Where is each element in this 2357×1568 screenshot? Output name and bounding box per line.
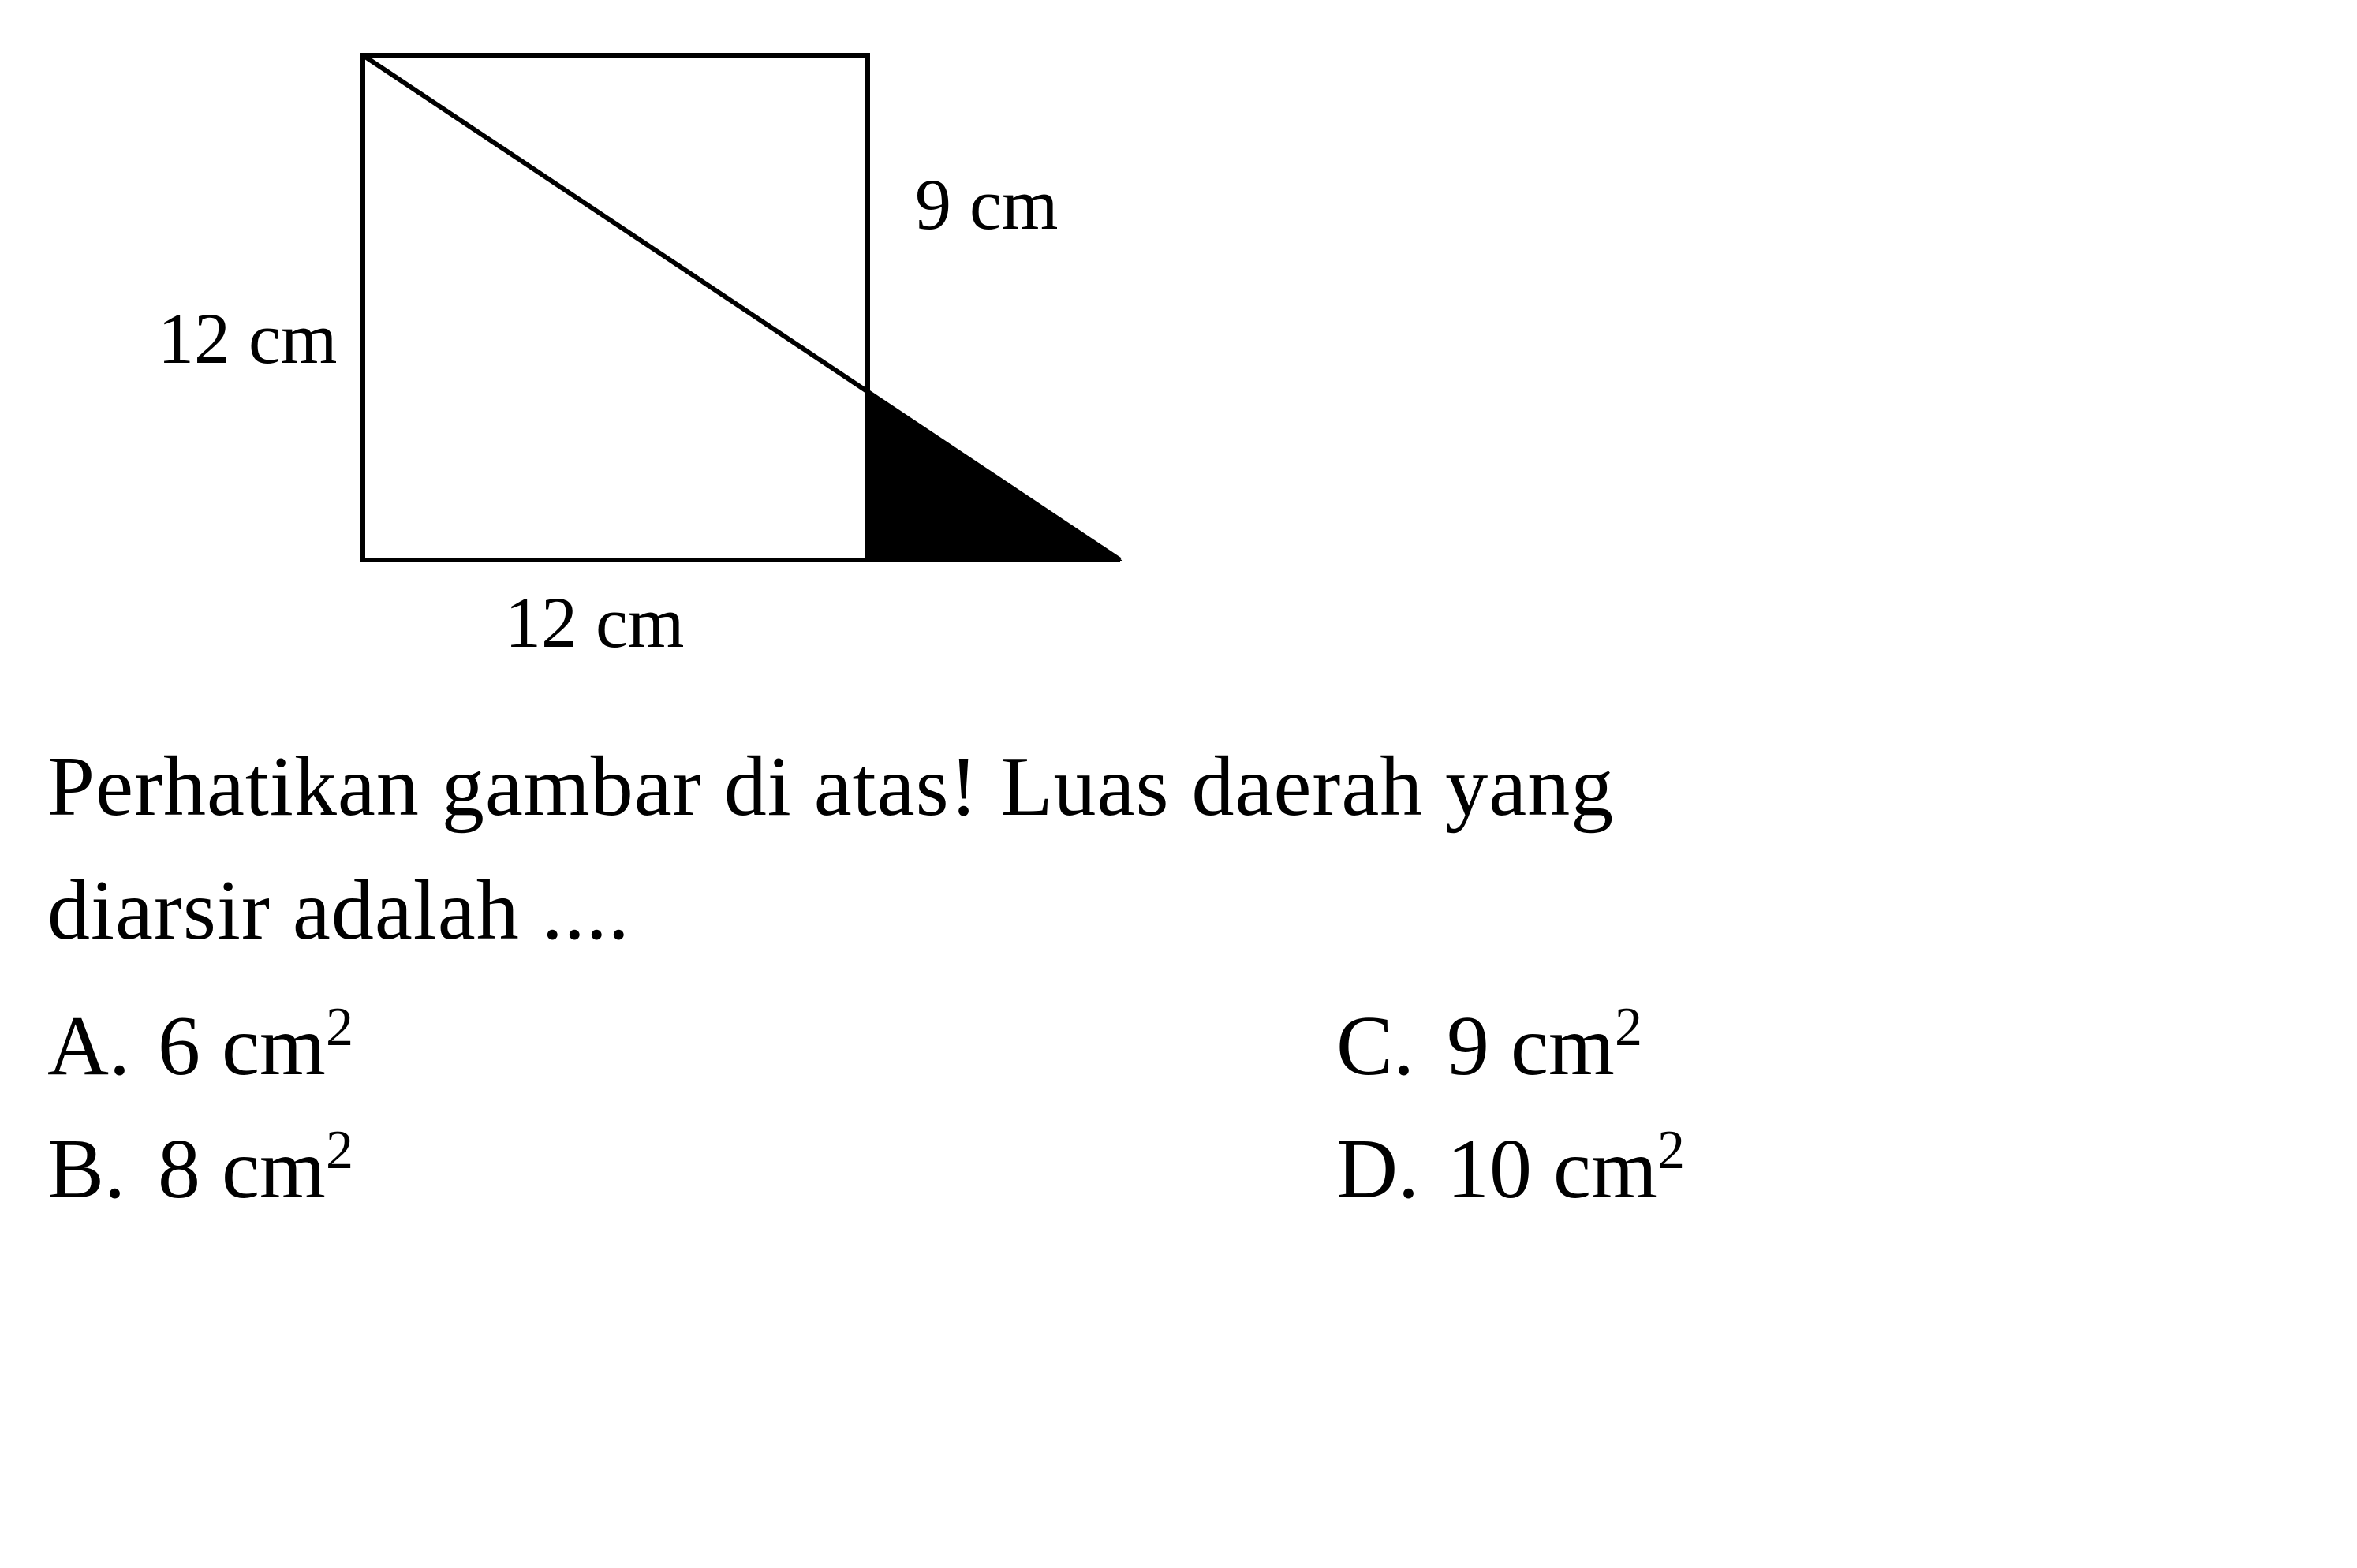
answer-options: A. 6 cm2 C. 9 cm2 B. 8 cm2 D. 10 cm2 [47,996,2310,1219]
option-a: A. 6 cm2 [47,996,1021,1096]
option-d-value: 10 cm2 [1447,1119,1685,1219]
option-b-value: 8 cm2 [158,1119,353,1219]
problem-container: 9 cm 12 cm 12 cm Perhatikan gambar di at… [47,32,2310,1219]
shaded-triangle [868,392,1120,560]
option-a-value: 6 cm2 [158,996,353,1096]
option-a-letter: A. [47,998,158,1096]
square-shape [363,55,868,560]
label-right: 9 cm [915,164,1058,245]
label-bottom: 12 cm [505,582,684,663]
question-line2: diarsir adalah .... [47,864,630,958]
option-d: D. 10 cm2 [1336,1119,2310,1219]
option-c-value: 9 cm2 [1447,996,1642,1096]
question-line1: Perhatikan gambar di atas! Luas daerah y… [47,740,1614,834]
option-d-letter: D. [1336,1121,1447,1219]
question-text: Perhatikan gambar di atas! Luas daerah y… [47,726,2310,973]
option-b: B. 8 cm2 [47,1119,1021,1219]
figure-svg: 9 cm 12 cm 12 cm [158,32,1262,678]
option-c: C. 9 cm2 [1336,996,2310,1096]
geometry-figure: 9 cm 12 cm 12 cm [158,32,2310,678]
option-b-letter: B. [47,1121,158,1219]
label-left: 12 cm [158,298,337,379]
option-c-letter: C. [1336,998,1447,1096]
